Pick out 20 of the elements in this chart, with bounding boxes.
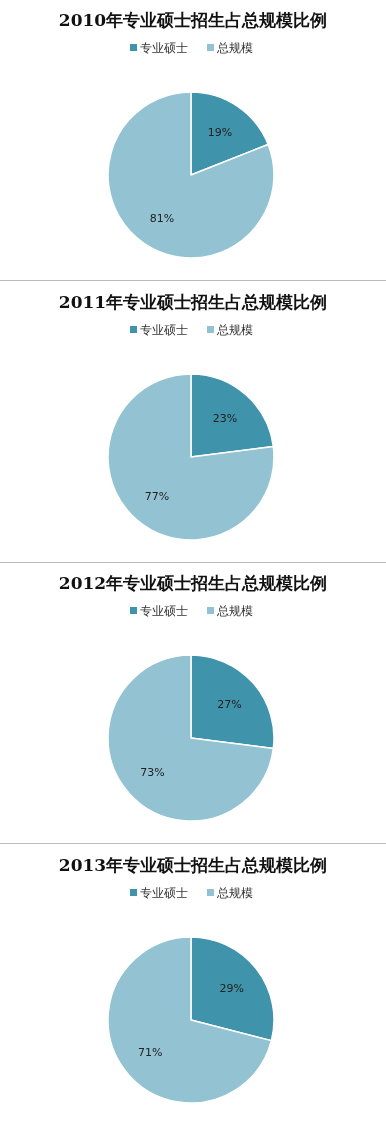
legend-label: 专业硕士 [140, 41, 188, 55]
chart-title: 2013年专业硕士招生占总规模比例 [58, 854, 328, 875]
legend-label: 总规模 [216, 885, 253, 900]
chart-title: 2012年专业硕士招生占总规模比例 [58, 573, 328, 593]
legend-label: 专业硕士 [140, 604, 188, 618]
chart-title: 2011年专业硕士招生占总规模比例 [58, 291, 328, 312]
legend-label: 总规模 [216, 41, 253, 55]
legend-label: 总规模 [216, 322, 253, 337]
data-label: 77% [144, 489, 170, 503]
data-label: 23% [212, 411, 238, 425]
chart-title: 2010年专业硕士招生占总规模比例 [58, 10, 328, 30]
legend-label: 专业硕士 [140, 885, 188, 900]
data-label: 73% [140, 766, 165, 780]
data-label: 27% [217, 697, 242, 711]
legend-label: 总规模 [216, 604, 253, 618]
data-label: 19% [207, 126, 233, 140]
data-label: 29% [219, 981, 244, 995]
data-label: 81% [149, 211, 175, 225]
data-label: 71% [138, 1045, 163, 1059]
legend-label: 专业硕士 [140, 322, 188, 337]
